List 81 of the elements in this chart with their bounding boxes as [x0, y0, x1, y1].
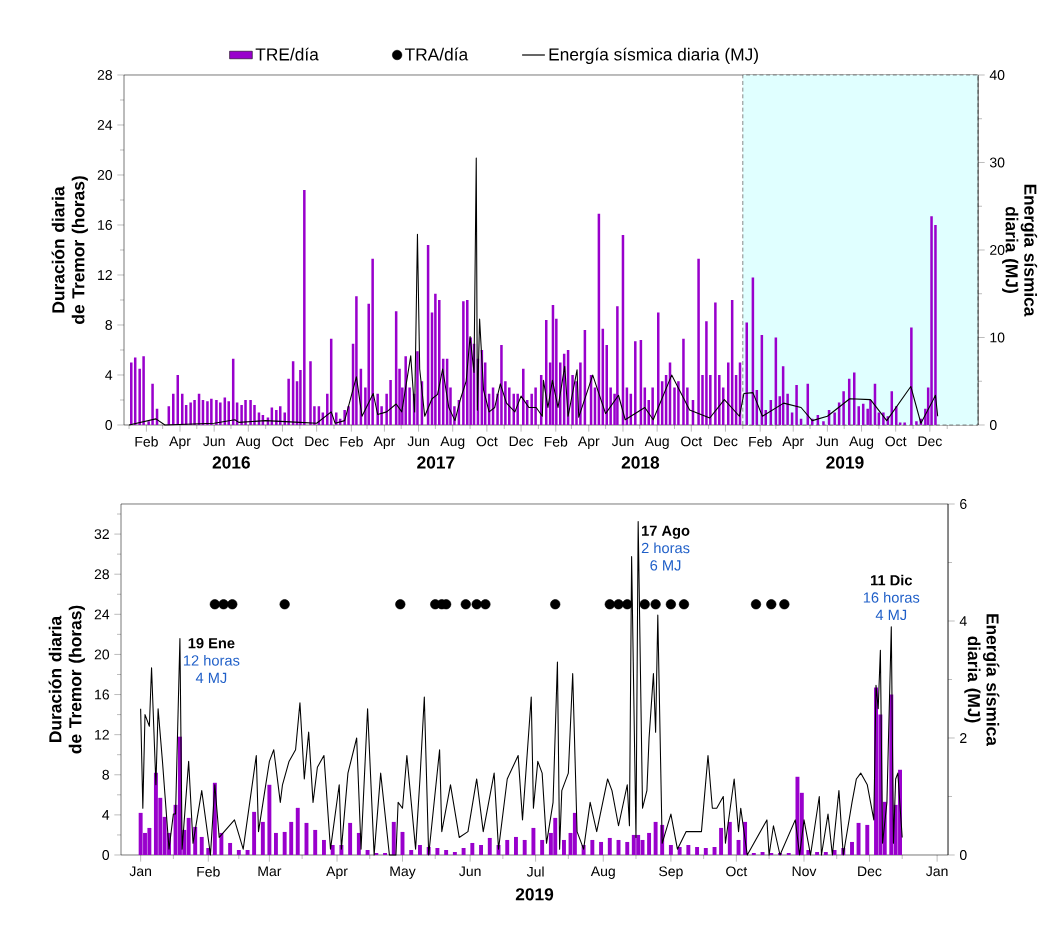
annotation: 17 Ago [642, 525, 690, 539]
x-tick-label: Oct [476, 436, 498, 447]
y-tick-label: 28 [97, 70, 113, 80]
y-tick-label: 8 [102, 769, 110, 780]
x-tick-label: Feb [544, 436, 568, 447]
y-tick-label: 4 [102, 810, 110, 820]
x-tick-label: Oct [681, 436, 703, 447]
y2-tick-label: 30 [989, 157, 1005, 168]
text: 2016 [212, 456, 250, 469]
x-tick-label: Jan [926, 866, 948, 877]
x-tick-label: Oct [272, 436, 294, 447]
x-tick-label: Jun [407, 436, 429, 447]
y-tick-label: 24 [97, 120, 113, 130]
y-tick-label: 4 [105, 370, 113, 380]
x-tick-label: Mar [258, 866, 282, 877]
annotation: 16 horas [863, 591, 920, 603]
x-tick-label: Oct [726, 866, 748, 877]
x-tick-label: Nov [792, 866, 817, 877]
x-tick-label: Dec [858, 866, 882, 877]
x-tick-label: Apr [577, 436, 600, 449]
y2-tick-label: 10 [990, 332, 1005, 343]
x-tick-label: Aug [849, 436, 874, 449]
x-axis-title: 2019 [515, 888, 554, 901]
x-tick-label: Feb [135, 436, 158, 447]
y2-tick-label: 40 [989, 70, 1005, 80]
y-tick-label: 20 [97, 170, 113, 180]
x-tick-label: Aug [590, 866, 615, 879]
y-tick-label: 0 [102, 850, 110, 860]
x-tick-label: Jun [816, 436, 838, 447]
x-tick-label: May [390, 866, 416, 879]
annotation: 11 Dic [871, 574, 913, 586]
x-tick-label: Jul [526, 866, 544, 877]
annotation: 4 MJ [875, 609, 907, 621]
y-tick-label: 16 [98, 220, 113, 230]
y2-tick-label: 4 [959, 616, 967, 626]
annotation: 12 horas [183, 654, 240, 666]
x-tick-label: Dec [305, 436, 329, 447]
x-tick-label: Dec [509, 436, 534, 447]
x-tick-label: Jun [203, 436, 225, 447]
text: 2017 [417, 456, 455, 469]
x-tick-label: Jun [459, 866, 481, 877]
x-tick-label: Feb [197, 866, 220, 877]
annotation: 2 horas [641, 542, 690, 554]
y2-tick-label: 6 [960, 499, 967, 509]
y-tick-label: 8 [105, 320, 113, 330]
y-tick-label: 16 [95, 689, 110, 700]
x-tick-label: Dec [918, 436, 942, 447]
x-tick-label: Jun [611, 436, 634, 447]
x-tick-label: Sep [659, 866, 683, 880]
x-tick-label: Apr [373, 436, 396, 449]
text: 2019 [826, 456, 864, 469]
x-tick-label: Dec [714, 436, 738, 447]
x-tick-label: Aug [644, 436, 669, 449]
annotation: 19 Ene [188, 637, 235, 649]
x-tick-label: Aug [440, 436, 465, 449]
annotation: 4 MJ [195, 672, 227, 684]
x-tick-label: Apr [169, 436, 191, 449]
y2-tick-label: 20 [990, 245, 1005, 255]
x-tick-label: Feb [749, 436, 772, 447]
x-tick-label: Apr [326, 866, 348, 879]
y-tick-label: 12 [95, 729, 109, 740]
y-tick-label: 20 [94, 649, 110, 660]
text: 2018 [621, 456, 660, 469]
legend-label: TRE/día [255, 47, 319, 61]
y2-tick-label: 0 [989, 420, 997, 430]
y-axis-title: Duración diaria de Tremor (horas) [48, 605, 85, 754]
annotation: 6 MJ [650, 560, 681, 571]
x-tick-label: Oct [885, 436, 907, 447]
y-tick-label: 32 [94, 529, 109, 540]
y-tick-label: 12 [98, 270, 112, 280]
x-tick-label: Jan [129, 866, 152, 877]
y-tick-label: 24 [94, 609, 110, 620]
x-tick-label: Apr [782, 436, 804, 449]
legend-label: Energía sísmica diaria (MJ) [549, 47, 758, 64]
x-tick-label: Aug [235, 436, 260, 449]
y-tick-label: 28 [94, 569, 110, 580]
x-tick-label: Feb [340, 436, 363, 447]
y2-tick-label: 0 [959, 850, 967, 860]
y-tick-label: 0 [105, 420, 113, 430]
y-axis-title: Duración diaria de Tremor (horas) [51, 176, 88, 324]
legend-label: TRA/día [404, 47, 469, 61]
